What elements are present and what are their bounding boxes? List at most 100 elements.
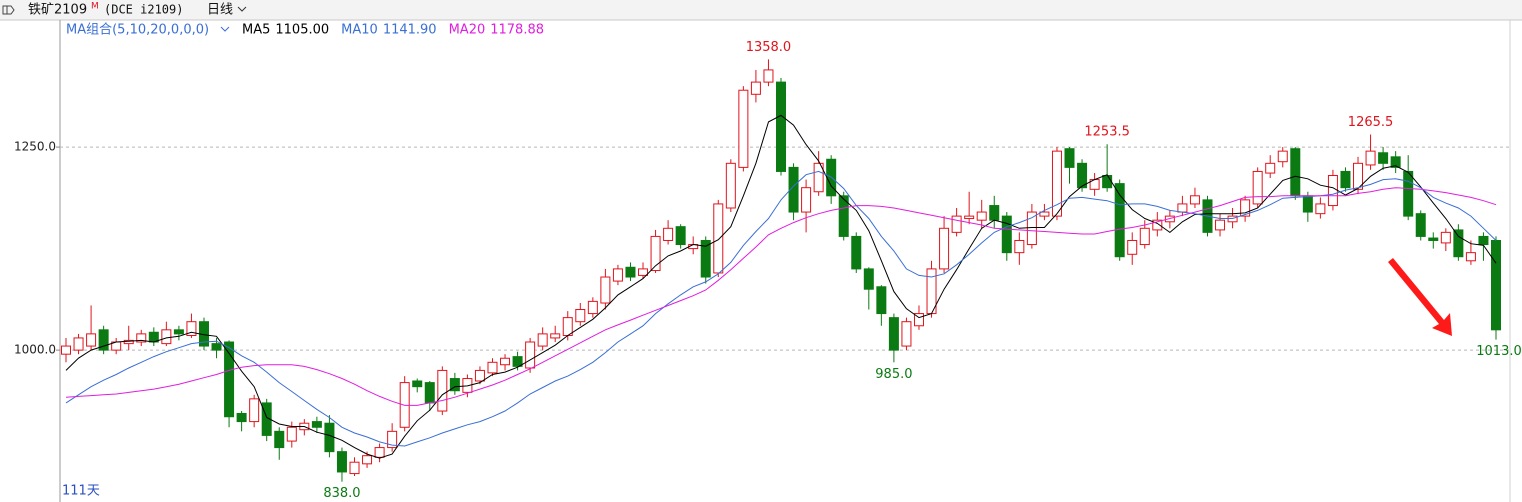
candle-body xyxy=(412,380,423,388)
annotation: 1358.0 xyxy=(746,40,792,55)
candle-body xyxy=(1428,237,1439,241)
toolbar xyxy=(0,0,1522,20)
candle-body xyxy=(625,266,636,278)
candle-body xyxy=(261,402,272,436)
legend-name: MA10 xyxy=(341,23,378,38)
candle-body xyxy=(61,345,71,355)
candle-body xyxy=(1415,213,1426,237)
candle-body xyxy=(1139,227,1150,246)
arrow xyxy=(1388,258,1452,336)
legend-name: MA20 xyxy=(449,23,486,38)
candle-body xyxy=(1215,219,1226,231)
candle-body xyxy=(1240,199,1251,217)
candle-body xyxy=(1390,156,1401,168)
candle-body xyxy=(951,215,962,233)
dropdown-arrow[interactable] xyxy=(220,26,230,32)
candle-body xyxy=(1478,235,1489,246)
candle-body xyxy=(136,333,147,343)
candle-body xyxy=(650,235,661,272)
candle-body xyxy=(976,211,987,221)
candle-body xyxy=(600,276,611,304)
candle-body xyxy=(1051,150,1062,217)
candle-body xyxy=(913,313,924,327)
candle-body xyxy=(487,361,498,374)
subtitle: (DCE i2109) xyxy=(104,3,183,17)
candle-body xyxy=(738,89,749,168)
candle-body xyxy=(537,333,548,347)
legend-name: MA5 xyxy=(242,23,270,38)
candle-body xyxy=(324,422,335,453)
annotation: 985.0 xyxy=(875,367,912,382)
legend-value: 1178.88 xyxy=(490,23,544,38)
candle-body xyxy=(1001,215,1012,254)
candle-body xyxy=(311,421,322,428)
candle-body xyxy=(349,461,360,475)
candle-body xyxy=(1378,152,1389,164)
candle-body xyxy=(575,309,586,323)
candle-body xyxy=(612,268,623,282)
indicator[interactable]: MA组合(5,10,20,0,0,0) xyxy=(66,23,209,38)
candle-body xyxy=(362,455,373,465)
candle-body xyxy=(1039,211,1050,217)
candle-body xyxy=(562,317,573,337)
candle-body xyxy=(161,329,172,345)
candle-body xyxy=(1189,195,1200,205)
candle-body xyxy=(851,235,862,270)
candle-body xyxy=(500,357,511,366)
candle-body xyxy=(964,215,975,220)
candle-body xyxy=(876,286,887,315)
candle-body xyxy=(173,329,184,335)
candle-body xyxy=(1177,203,1188,213)
dropdown-arrow[interactable] xyxy=(237,6,247,12)
candle-body xyxy=(236,412,247,423)
candle-body xyxy=(888,317,899,351)
candle-body xyxy=(1340,170,1351,189)
candle-body xyxy=(437,369,448,412)
candle-body xyxy=(73,337,84,351)
candle-body xyxy=(336,451,347,473)
candle-body xyxy=(1252,170,1263,205)
candle-body xyxy=(1353,162,1364,190)
candle-body xyxy=(1026,211,1037,246)
candle-body xyxy=(387,430,398,449)
candle-body xyxy=(86,333,97,347)
symbol-title: 铁矿2109 xyxy=(28,3,87,18)
footer: 111天 xyxy=(62,484,100,499)
candle-body xyxy=(286,426,297,442)
candle-body xyxy=(713,203,724,274)
legend-value: 1105.00 xyxy=(275,23,329,38)
candle-body xyxy=(424,382,435,404)
candle-body xyxy=(700,239,711,278)
period[interactable]: 日线 xyxy=(207,3,233,18)
candle-body xyxy=(1064,148,1075,168)
candle-body xyxy=(1127,239,1138,255)
candle-body xyxy=(449,378,460,392)
candle-body xyxy=(123,339,134,345)
candle-body xyxy=(525,341,536,369)
candle-body xyxy=(776,81,786,172)
candle-body xyxy=(1491,239,1501,331)
candle-body xyxy=(550,333,561,339)
candle-body xyxy=(1403,170,1414,217)
candle-body xyxy=(763,69,774,83)
candle-body xyxy=(1465,252,1476,262)
icon xyxy=(2,5,15,15)
candle-body xyxy=(1102,175,1113,189)
legend-value: 1141.90 xyxy=(383,23,437,38)
candle-body xyxy=(274,430,285,449)
candle-body xyxy=(249,398,260,423)
candle-body xyxy=(1290,148,1301,197)
annotation: 1265.5 xyxy=(1348,115,1394,130)
candle-body xyxy=(1114,183,1125,258)
candle-body xyxy=(675,226,686,246)
candle-body xyxy=(1315,203,1326,215)
annotation: 1013.0 xyxy=(1476,344,1522,359)
candle-body xyxy=(1440,231,1451,244)
candle-body xyxy=(1077,162,1088,189)
candle-body xyxy=(1302,195,1313,213)
candle-body xyxy=(801,187,812,213)
annotation: 1253.5 xyxy=(1084,125,1130,140)
y-tick-label: 1250.0 xyxy=(14,140,56,154)
candle-body xyxy=(863,268,874,290)
